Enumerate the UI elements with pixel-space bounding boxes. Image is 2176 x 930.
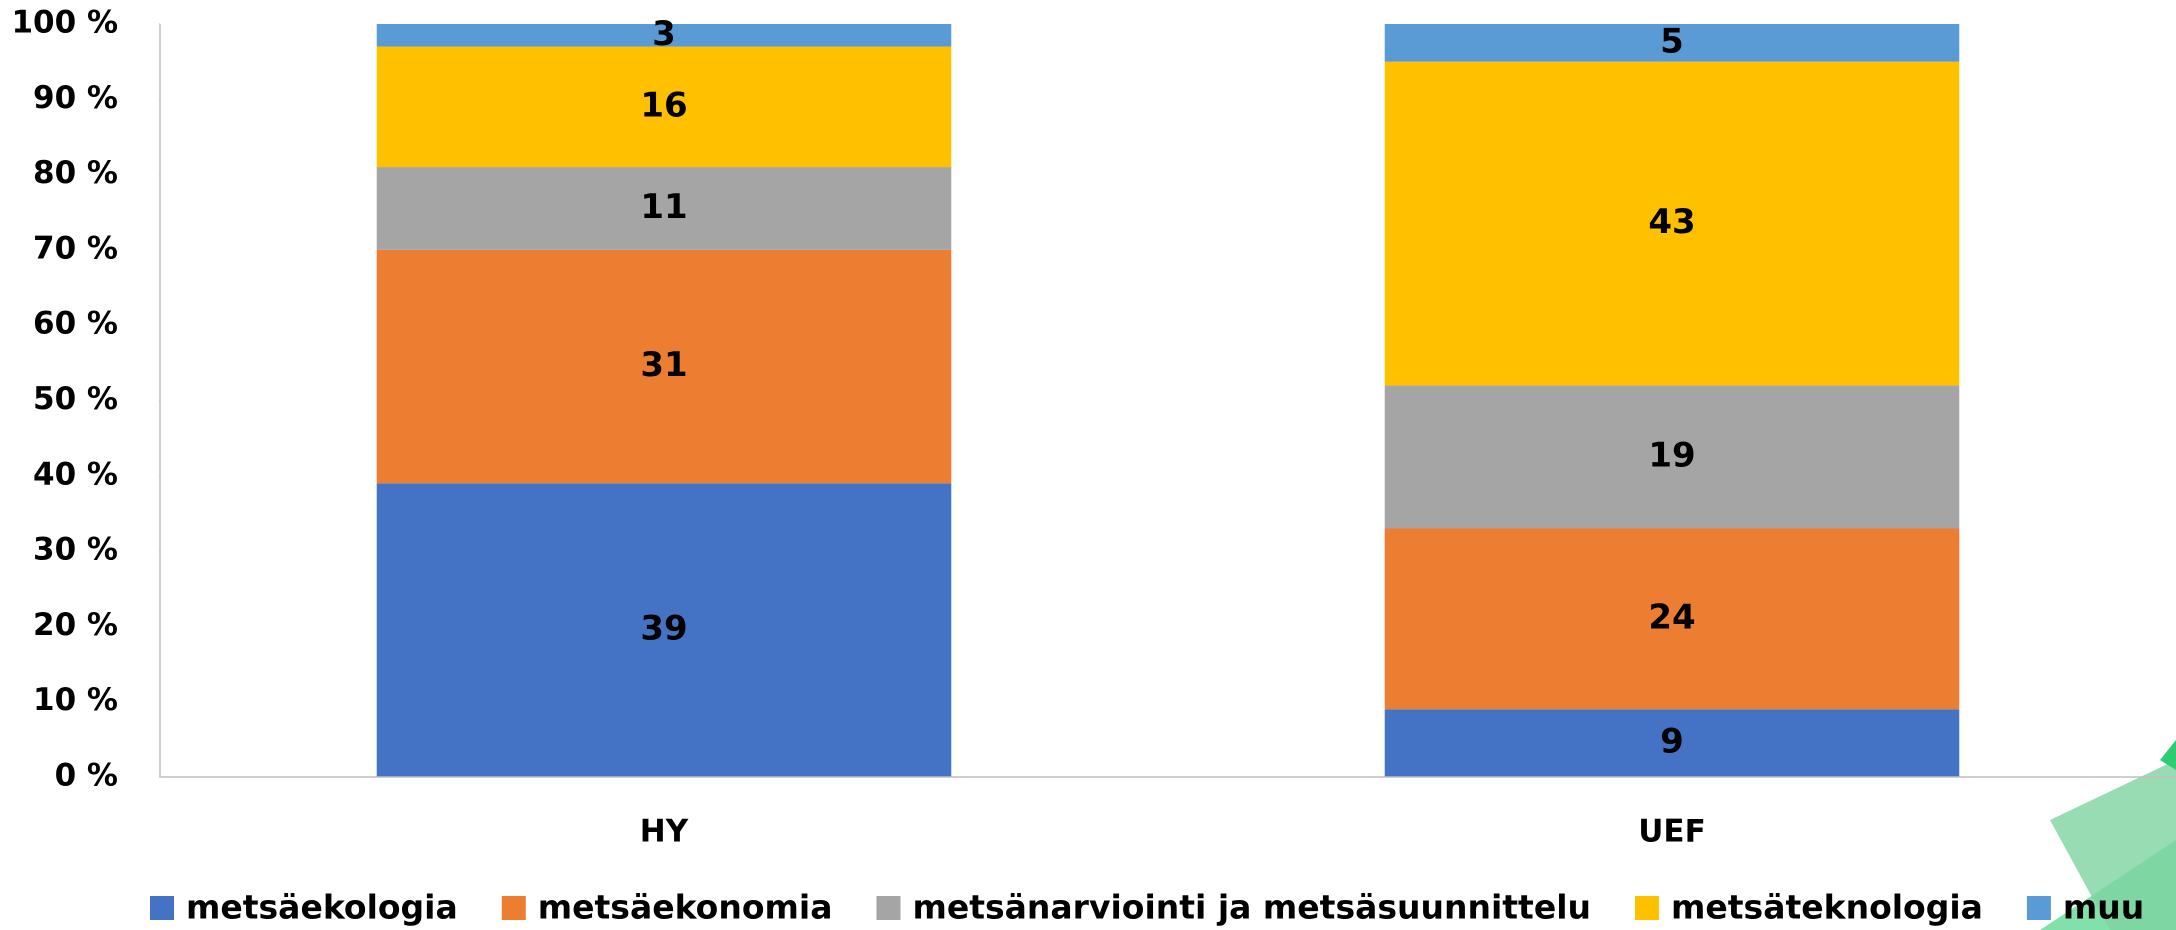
data-label: 19 [1648,435,1695,475]
legend-swatch [876,896,901,920]
data-label: 5 [1660,21,1684,61]
y-tick-label: 40 % [33,456,118,492]
legend-label: metsäekonomia [538,888,833,927]
legend-swatch [2026,896,2051,920]
legend-label: muu [2063,888,2144,927]
data-label: 43 [1648,202,1695,242]
legend-swatch [150,896,174,920]
bar-segment [376,167,952,250]
bar-segment [1384,61,1960,386]
bar-segment [376,24,952,47]
x-tick-label: HY [640,814,689,850]
legend-swatch [1635,896,1660,920]
bar-segment [1384,709,1960,777]
legend-label: metsäekologia [186,888,458,927]
y-tick-label: 90 % [33,80,118,116]
data-label: 11 [640,187,687,227]
data-label: 39 [640,609,687,649]
y-tick-label: 50 % [33,381,118,417]
decoration [2160,740,2176,770]
y-tick-label: 20 % [33,607,118,643]
y-tick-label: 60 % [33,306,118,342]
bar-segment [376,483,952,777]
bar-segment [1384,528,1960,710]
y-tick-label: 30 % [33,532,118,568]
y-tick-label: 0 % [55,758,118,794]
x-tick-label: UEF [1638,814,1706,850]
data-label: 31 [640,345,687,385]
legend-label: metsäteknologia [1671,888,1983,927]
data-label: 16 [640,85,687,125]
legend-swatch [501,896,526,920]
y-tick-label: 80 % [33,155,118,191]
bar-segment [1384,24,1960,62]
y-tick-label: 70 % [33,230,118,266]
legend-label: metsänarviointi ja metsäsuunnittelu [912,888,1591,927]
bar-segment [376,249,952,484]
y-tick-label: 100 % [11,5,118,41]
decoration [2050,760,2176,930]
data-label: 3 [652,14,676,54]
data-label: 9 [1660,722,1684,762]
data-label: 24 [1648,597,1695,637]
y-tick-label: 10 % [33,682,118,718]
bar-segment [1384,385,1960,529]
bar-segment [376,46,952,168]
